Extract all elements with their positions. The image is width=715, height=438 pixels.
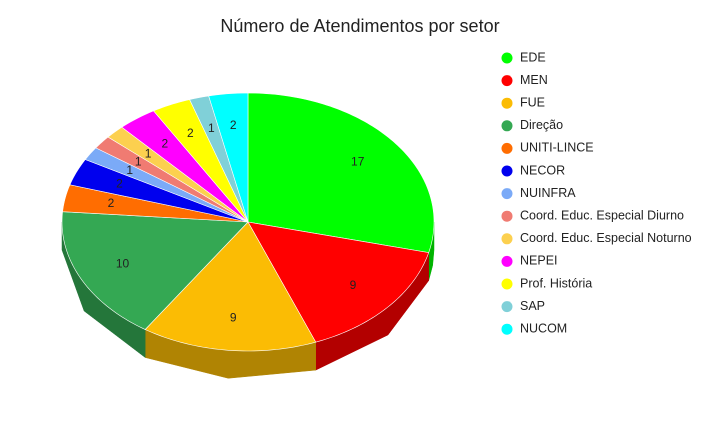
legend-label: NUINFRA	[520, 186, 576, 200]
data-label: 9	[350, 278, 357, 292]
legend-marker	[501, 255, 513, 267]
slice	[95, 136, 249, 223]
legend-marker	[501, 52, 513, 64]
legend-marker	[501, 233, 513, 245]
legend-marker	[501, 188, 513, 200]
legend-label: SAP	[520, 299, 545, 313]
legend-marker	[501, 278, 513, 290]
slice	[247, 221, 430, 343]
legend-label: Coord. Educ. Especial Noturno	[520, 231, 692, 245]
legend-label: Prof. História	[520, 276, 592, 290]
data-label: 2	[108, 196, 115, 210]
legend-marker	[501, 301, 513, 313]
legend-label: Coord. Educ. Especial Diurno	[520, 208, 684, 222]
slice	[247, 92, 435, 253]
legend-marker	[501, 120, 513, 132]
data-label: 10	[116, 256, 130, 270]
slice	[189, 95, 249, 223]
legend-marker	[501, 97, 513, 109]
data-label: 2	[161, 137, 168, 151]
slice	[61, 211, 249, 330]
chart-title: Número de Atendimentos por setor	[220, 16, 499, 36]
legend-label: Direção	[520, 118, 563, 132]
slice	[84, 147, 249, 223]
data-label: 2	[230, 118, 237, 132]
slice	[107, 126, 249, 223]
legend-label: NEPEI	[520, 254, 558, 268]
legend-marker	[501, 210, 513, 222]
legend-label: MEN	[520, 73, 548, 87]
data-label: 9	[230, 310, 237, 324]
legend-marker	[501, 323, 513, 335]
data-label: 1	[135, 154, 142, 168]
slice	[208, 92, 249, 223]
data-label: 17	[351, 154, 365, 168]
slice	[69, 159, 249, 223]
data-label: 2	[116, 177, 123, 191]
legend-label: FUE	[520, 95, 545, 109]
legend-label: NECOR	[520, 163, 565, 177]
legend-label: UNITI-LINCE	[520, 141, 594, 155]
slice	[144, 221, 317, 352]
data-label: 1	[126, 163, 133, 177]
legend-label: NUCOM	[520, 321, 567, 335]
legend-marker	[501, 165, 513, 177]
data-label: 1	[145, 147, 152, 161]
legend-label: EDE	[520, 50, 546, 64]
slice	[153, 99, 249, 223]
data-label: 2	[187, 126, 194, 140]
slice	[121, 110, 249, 223]
legend-marker	[501, 142, 513, 154]
slice	[62, 184, 249, 223]
data-label: 1	[208, 121, 215, 135]
legend-marker	[501, 75, 513, 87]
